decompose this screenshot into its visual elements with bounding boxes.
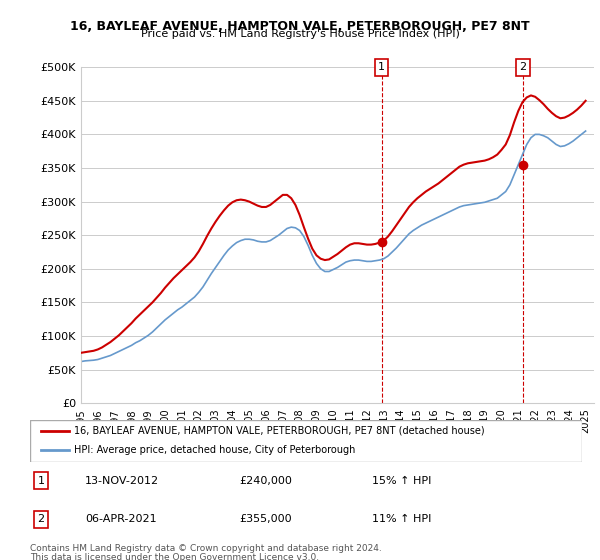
- Text: 1: 1: [378, 62, 385, 72]
- Text: 11% ↑ HPI: 11% ↑ HPI: [372, 515, 431, 524]
- Text: 2: 2: [37, 515, 44, 524]
- Text: HPI: Average price, detached house, City of Peterborough: HPI: Average price, detached house, City…: [74, 445, 356, 455]
- Text: £355,000: £355,000: [240, 515, 292, 524]
- Text: Contains HM Land Registry data © Crown copyright and database right 2024.: Contains HM Land Registry data © Crown c…: [30, 544, 382, 553]
- Text: 15% ↑ HPI: 15% ↑ HPI: [372, 476, 431, 486]
- Text: 06-APR-2021: 06-APR-2021: [85, 515, 157, 524]
- Text: Price paid vs. HM Land Registry's House Price Index (HPI): Price paid vs. HM Land Registry's House …: [140, 29, 460, 39]
- Text: 2: 2: [519, 62, 526, 72]
- Text: 13-NOV-2012: 13-NOV-2012: [85, 476, 160, 486]
- FancyBboxPatch shape: [30, 420, 582, 462]
- Text: 16, BAYLEAF AVENUE, HAMPTON VALE, PETERBOROUGH, PE7 8NT: 16, BAYLEAF AVENUE, HAMPTON VALE, PETERB…: [70, 20, 530, 32]
- Text: £240,000: £240,000: [240, 476, 293, 486]
- Text: 16, BAYLEAF AVENUE, HAMPTON VALE, PETERBOROUGH, PE7 8NT (detached house): 16, BAYLEAF AVENUE, HAMPTON VALE, PETERB…: [74, 426, 485, 436]
- Text: This data is licensed under the Open Government Licence v3.0.: This data is licensed under the Open Gov…: [30, 553, 319, 560]
- Text: 1: 1: [38, 476, 44, 486]
